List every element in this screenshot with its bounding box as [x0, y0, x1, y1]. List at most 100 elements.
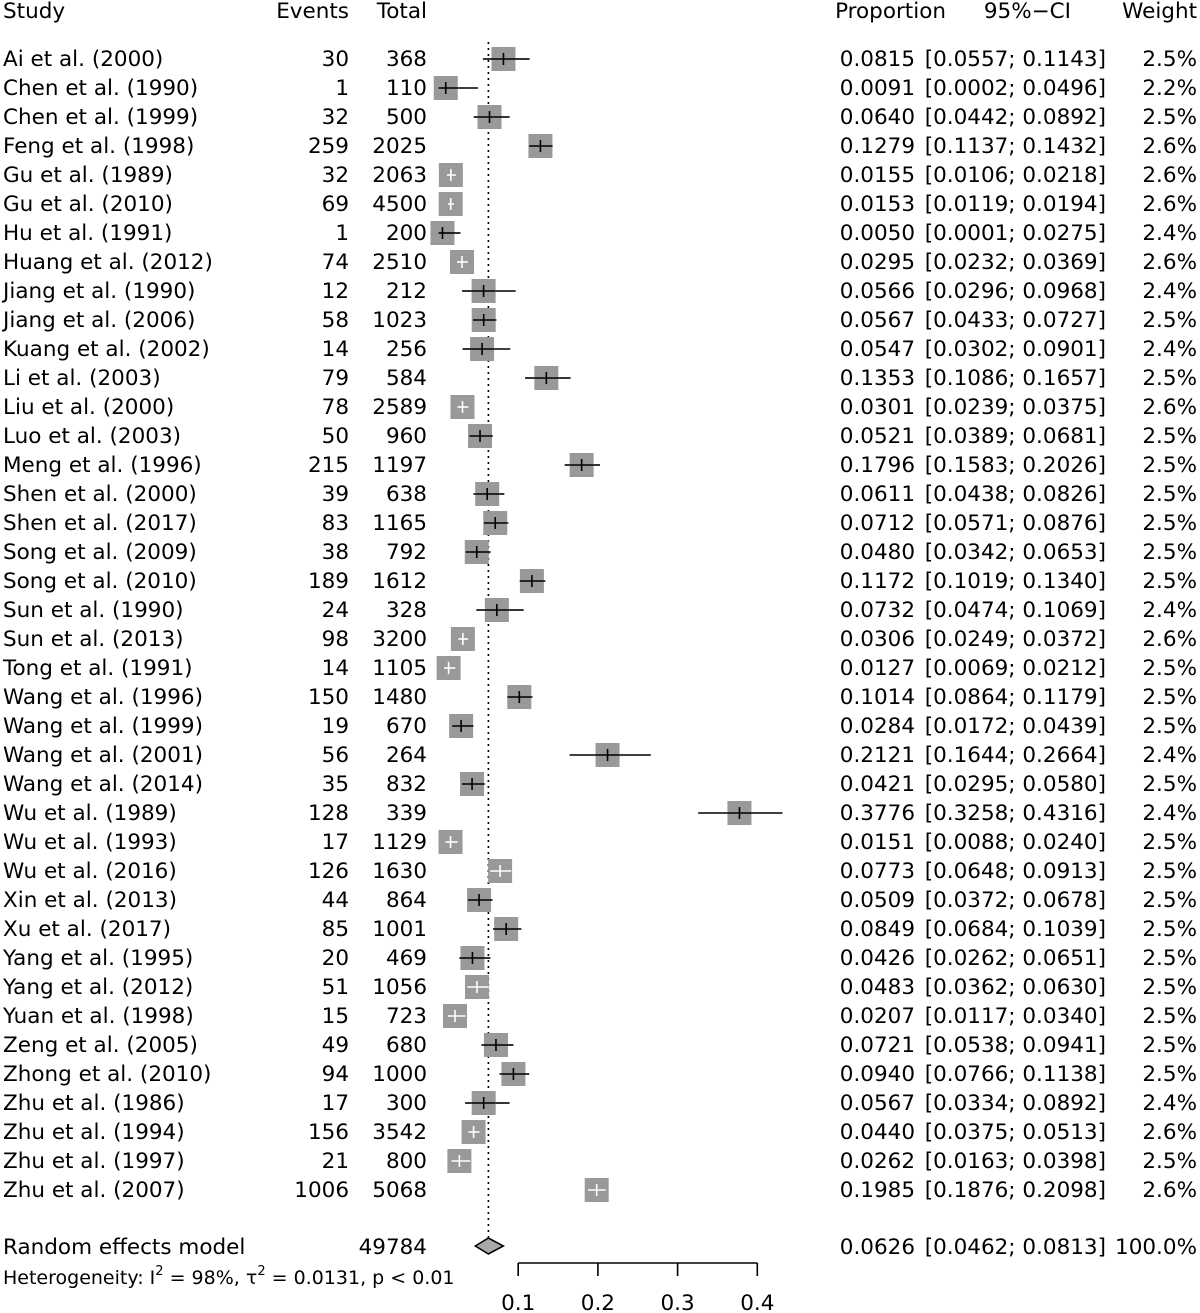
study-proportion: 0.0151 [840, 830, 915, 855]
study-proportion: 0.0640 [840, 105, 915, 130]
study-name: Wu et al. (2016) [3, 859, 177, 884]
study-ci: [0.0538; 0.0941] [925, 1033, 1106, 1058]
study-total: 670 [386, 714, 427, 739]
study-row: Luo et al. (2003) 50 960 0.0521 [0.0389; 0.0… [3, 424, 1197, 449]
study-events: 74 [322, 250, 349, 275]
study-total: 1630 [372, 859, 427, 884]
study-events: 94 [322, 1062, 349, 1087]
study-ci: [0.0119; 0.0194] [925, 192, 1106, 217]
study-row: Sun et al. (1990) 24 328 0.0732 [0.0474; 0.1… [3, 598, 1197, 623]
study-proportion: 0.0480 [840, 540, 915, 565]
study-events: 21 [322, 1149, 349, 1174]
study-weight: 2.4% [1142, 598, 1197, 623]
study-events: 14 [322, 656, 349, 681]
study-name: Shen et al. (2017) [3, 511, 197, 536]
study-name: Li et al. (2003) [3, 366, 161, 391]
study-proportion: 0.0153 [840, 192, 915, 217]
study-weight: 2.6% [1142, 250, 1197, 275]
study-name: Luo et al. (2003) [3, 424, 181, 449]
study-events: 215 [308, 453, 349, 478]
study-total: 212 [386, 279, 427, 304]
study-total: 792 [386, 540, 427, 565]
study-events: 32 [322, 105, 349, 130]
study-row: Sun et al. (2013) 98 3200 0.0306 [0.0249; 0.… [3, 627, 1197, 652]
study-ci: [0.3258; 0.4316] [925, 801, 1106, 826]
study-row: Xu et al. (2017) 85 1001 0.0849 [0.0684; 0.1… [3, 917, 1197, 942]
study-total: 638 [386, 482, 427, 507]
study-weight: 2.6% [1142, 192, 1197, 217]
study-events: 35 [322, 772, 349, 797]
study-ci: [0.0648; 0.0913] [925, 859, 1106, 884]
study-weight: 2.5% [1142, 308, 1197, 333]
study-weight: 2.5% [1142, 1004, 1197, 1029]
study-row: Wang et al. (2001) 56 264 0.2121 [0.1644; 0.… [3, 743, 1197, 768]
study-events: 32 [322, 163, 349, 188]
study-weight: 2.6% [1142, 1120, 1197, 1145]
study-weight: 2.4% [1142, 221, 1197, 246]
study-total: 2589 [372, 395, 427, 420]
study-name: Zhu et al. (1986) [3, 1091, 185, 1116]
study-events: 17 [322, 1091, 349, 1116]
study-name: Gu et al. (1989) [3, 163, 173, 188]
study-row: Kuang et al. (2002) 14 256 0.0547 [0.0302; 0… [3, 337, 1197, 362]
study-name: Tong et al. (1991) [2, 656, 193, 681]
study-row: Zhong et al. (2010) 94 1000 0.0940 [0.0766; … [3, 1062, 1197, 1087]
study-events: 128 [308, 801, 349, 826]
study-row: Song et al. (2009) 38 792 0.0480 [0.0342; 0.… [3, 540, 1197, 565]
study-total: 723 [386, 1004, 427, 1029]
het-tau-symbol: τ [246, 1267, 257, 1289]
study-proportion: 0.1172 [840, 569, 915, 594]
study-row: Liu et al. (2000) 78 2589 0.0301 [0.0239; 0.… [3, 395, 1197, 420]
pooled-total: 49784 [359, 1235, 427, 1260]
study-row: Feng et al. (1998) 259 2025 0.1279 [0.1137; … [3, 134, 1197, 159]
study-weight: 2.5% [1142, 685, 1197, 710]
study-ci: [0.0088; 0.0240] [925, 830, 1106, 855]
study-ci: [0.1583; 0.2026] [925, 453, 1106, 478]
study-name: Zhu et al. (1994) [3, 1120, 185, 1145]
x-tick-label: 0.4 [740, 1291, 774, 1313]
study-weight: 2.5% [1142, 917, 1197, 942]
study-events: 156 [308, 1120, 349, 1145]
study-rows: Ai et al. (2000) 30 368 0.0815 [0.0557; 0.11… [1, 42, 1197, 1240]
study-proportion: 0.0306 [840, 627, 915, 652]
study-ci: [0.0249; 0.0372] [925, 627, 1106, 652]
study-name: Wu et al. (1993) [3, 830, 177, 855]
study-row: Hu et al. (1991) 1 200 0.0050 [0.0001; 0.027… [3, 221, 1197, 246]
het-i2-value: = 98%, [164, 1267, 246, 1289]
study-ci: [0.0557; 0.1143] [925, 47, 1106, 72]
study-total: 339 [386, 801, 427, 826]
study-proportion: 0.0849 [840, 917, 915, 942]
study-total: 1197 [372, 453, 427, 478]
study-events: 38 [322, 540, 349, 565]
heterogeneity-text: Heterogeneity: I2 = 98%, τ2 = 0.0131, p … [3, 1264, 455, 1289]
study-row: Ai et al. (2000) 30 368 0.0815 [0.0557; 0.11… [3, 47, 1197, 72]
study-total: 5068 [372, 1178, 427, 1203]
study-name: Sun et al. (2013) [3, 627, 184, 652]
study-total: 264 [386, 743, 427, 768]
study-ci: [0.0002; 0.0496] [925, 76, 1106, 101]
study-name: Hu et al. (1991) [3, 221, 172, 246]
study-total: 469 [386, 946, 427, 971]
study-events: 56 [322, 743, 349, 768]
study-events: 98 [322, 627, 349, 652]
study-events: 58 [322, 308, 349, 333]
study-row: Wu et al. (2016) 126 1630 0.0773 [0.0648; 0.… [3, 859, 1197, 884]
study-total: 1165 [372, 511, 427, 536]
study-events: 1006 [294, 1178, 349, 1203]
study-row: Yuan et al. (1998) 15 723 0.0207 [0.0117; 0.… [2, 1004, 1197, 1029]
header-total: Total [376, 0, 427, 24]
study-proportion: 0.0732 [840, 598, 915, 623]
study-weight: 2.4% [1142, 1091, 1197, 1116]
study-row: Chen et al. (1999) 32 500 0.0640 [0.0442; 0.… [3, 105, 1197, 130]
study-name: Chen et al. (1999) [3, 105, 198, 130]
x-tick-label: 0.1 [501, 1291, 535, 1313]
study-row: Gu et al. (2010) 69 4500 0.0153 [0.0119; 0.0… [3, 192, 1197, 217]
study-weight: 2.4% [1142, 743, 1197, 768]
study-proportion: 0.1985 [840, 1178, 915, 1203]
study-row: Xin et al. (2013) 44 864 0.0509 [0.0372; 0.0… [3, 888, 1197, 913]
study-ci: [0.0001; 0.0275] [925, 221, 1106, 246]
study-proportion: 0.1014 [840, 685, 915, 710]
study-proportion: 0.0440 [840, 1120, 915, 1145]
study-weight: 2.5% [1142, 540, 1197, 565]
study-events: 83 [322, 511, 349, 536]
